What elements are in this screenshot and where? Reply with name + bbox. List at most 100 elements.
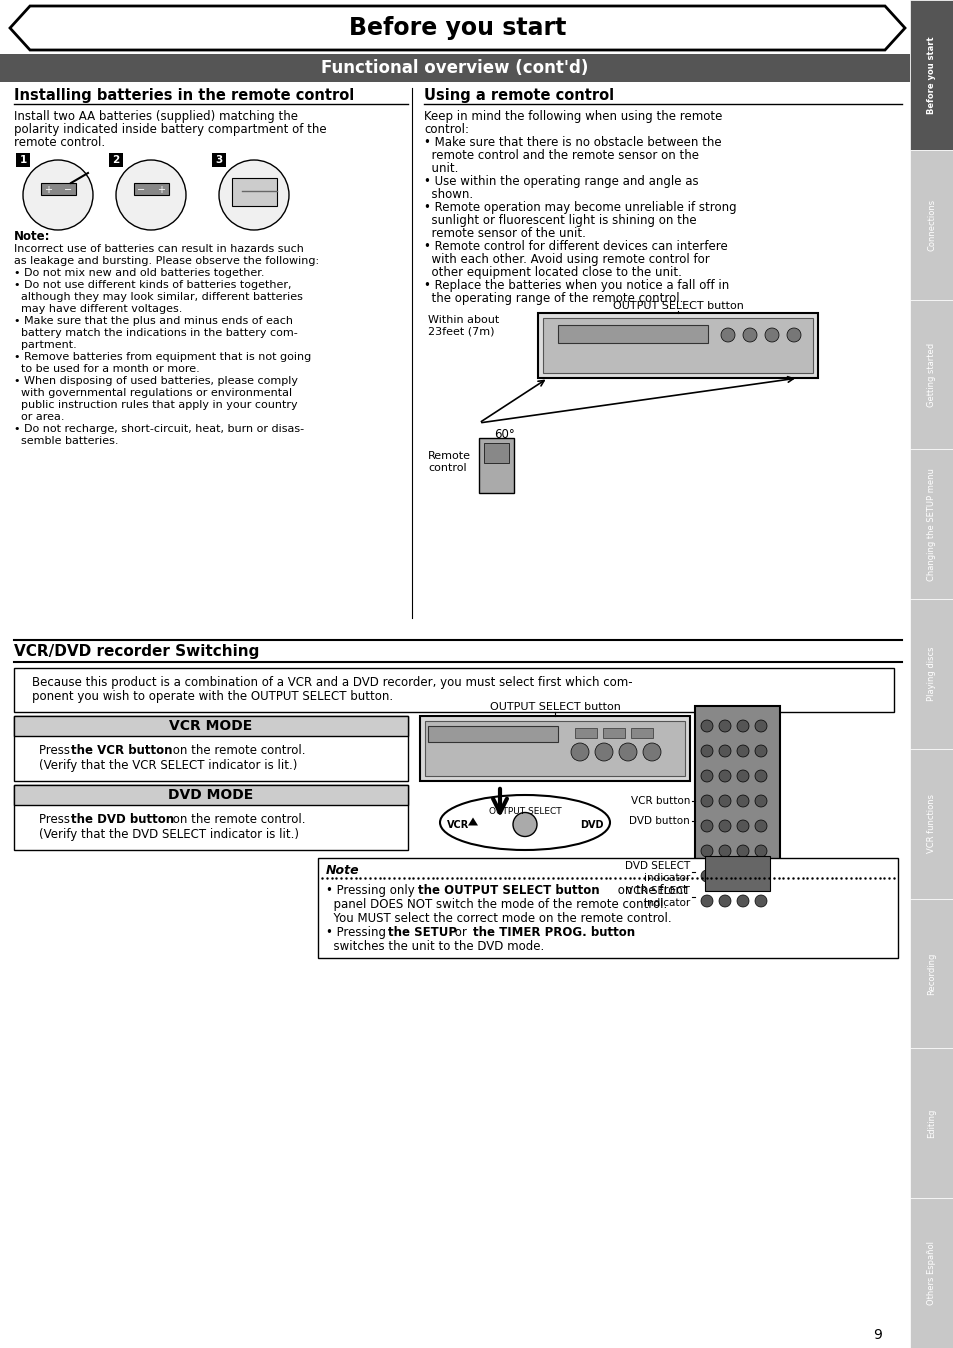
Text: DVD: DVD bbox=[579, 820, 603, 829]
Bar bbox=[704, 856, 769, 891]
Text: • Make sure that the plus and minus ends of each: • Make sure that the plus and minus ends… bbox=[14, 315, 293, 326]
Polygon shape bbox=[468, 817, 477, 825]
Text: • When disposing of used batteries, please comply: • When disposing of used batteries, plea… bbox=[14, 376, 297, 386]
Text: 2: 2 bbox=[112, 155, 119, 164]
Bar bbox=[695, 706, 780, 936]
Text: Connections: Connections bbox=[926, 198, 936, 251]
Circle shape bbox=[700, 820, 712, 832]
Bar bbox=[41, 183, 76, 195]
Bar bbox=[419, 716, 689, 780]
Text: shown.: shown. bbox=[423, 187, 473, 201]
Circle shape bbox=[737, 795, 748, 807]
Text: VCR functions: VCR functions bbox=[926, 794, 936, 853]
Text: on the front: on the front bbox=[614, 884, 687, 896]
Text: • Do not recharge, short-circuit, heat, burn or disas-: • Do not recharge, short-circuit, heat, … bbox=[14, 425, 304, 434]
Bar bbox=[428, 727, 558, 741]
Polygon shape bbox=[10, 5, 904, 50]
Circle shape bbox=[700, 745, 712, 758]
Text: with governmental regulations or environmental: with governmental regulations or environ… bbox=[14, 388, 292, 398]
Circle shape bbox=[719, 745, 730, 758]
Text: or area.: or area. bbox=[14, 412, 65, 422]
Bar bbox=[0, 54, 909, 82]
Text: VCR MODE: VCR MODE bbox=[170, 718, 253, 733]
Circle shape bbox=[737, 745, 748, 758]
Text: 9: 9 bbox=[873, 1328, 882, 1343]
Text: to be used for a month or more.: to be used for a month or more. bbox=[14, 364, 199, 373]
Text: −: − bbox=[64, 185, 72, 195]
Circle shape bbox=[737, 869, 748, 882]
Bar bbox=[424, 721, 684, 776]
Text: • Make sure that there is no obstacle between the: • Make sure that there is no obstacle be… bbox=[423, 136, 720, 150]
Text: +: + bbox=[44, 185, 52, 195]
Text: Editing: Editing bbox=[926, 1108, 936, 1138]
Text: Playing discs: Playing discs bbox=[926, 647, 936, 701]
Text: +: + bbox=[157, 185, 165, 195]
Text: as leakage and bursting. Please observe the following:: as leakage and bursting. Please observe … bbox=[14, 256, 319, 266]
Text: 1: 1 bbox=[19, 155, 27, 164]
Text: Getting started: Getting started bbox=[926, 342, 936, 407]
Text: You MUST select the correct mode on the remote control.: You MUST select the correct mode on the … bbox=[326, 913, 671, 925]
Bar bbox=[483, 443, 509, 462]
Text: VCR: VCR bbox=[446, 820, 469, 829]
Text: on the remote control.: on the remote control. bbox=[169, 744, 305, 758]
Text: VCR SELECT: VCR SELECT bbox=[625, 886, 689, 896]
Circle shape bbox=[737, 845, 748, 857]
Text: Functional overview (cont'd): Functional overview (cont'd) bbox=[321, 59, 588, 77]
Circle shape bbox=[116, 160, 186, 231]
Text: Using a remote control: Using a remote control bbox=[423, 88, 614, 102]
Text: Install two AA batteries (supplied) matching the: Install two AA batteries (supplied) matc… bbox=[14, 111, 297, 123]
Circle shape bbox=[719, 895, 730, 907]
Circle shape bbox=[737, 895, 748, 907]
Text: DVD MODE: DVD MODE bbox=[168, 789, 253, 802]
Text: remote control.: remote control. bbox=[14, 136, 105, 150]
Circle shape bbox=[754, 869, 766, 882]
Bar bbox=[909, 449, 953, 599]
Circle shape bbox=[700, 869, 712, 882]
Bar bbox=[909, 1049, 953, 1198]
Text: DVD SELECT: DVD SELECT bbox=[624, 861, 689, 871]
Circle shape bbox=[737, 770, 748, 782]
Text: remote sensor of the unit.: remote sensor of the unit. bbox=[423, 226, 585, 240]
Bar bbox=[558, 325, 707, 342]
Text: Within about: Within about bbox=[428, 315, 498, 325]
Circle shape bbox=[754, 745, 766, 758]
Circle shape bbox=[513, 813, 537, 837]
Bar bbox=[909, 899, 953, 1049]
Text: public instruction rules that apply in your country: public instruction rules that apply in y… bbox=[14, 400, 297, 410]
Text: although they may look similar, different batteries: although they may look similar, differen… bbox=[14, 293, 302, 302]
Text: • Remove batteries from equipment that is not going: • Remove batteries from equipment that i… bbox=[14, 352, 311, 363]
Circle shape bbox=[754, 770, 766, 782]
Text: on the remote control.: on the remote control. bbox=[169, 813, 305, 826]
Text: partment.: partment. bbox=[14, 340, 76, 350]
Circle shape bbox=[700, 770, 712, 782]
Text: Incorrect use of batteries can result in hazards such: Incorrect use of batteries can result in… bbox=[14, 244, 304, 253]
Text: • Do not mix new and old batteries together.: • Do not mix new and old batteries toget… bbox=[14, 268, 264, 278]
Text: Before you start: Before you start bbox=[926, 36, 936, 113]
Text: VCR/DVD recorder Switching: VCR/DVD recorder Switching bbox=[14, 644, 259, 659]
Text: or: or bbox=[451, 926, 470, 940]
Circle shape bbox=[754, 845, 766, 857]
Bar bbox=[542, 318, 812, 373]
Circle shape bbox=[754, 795, 766, 807]
Text: unit.: unit. bbox=[423, 162, 457, 175]
Text: polarity indicated inside battery compartment of the: polarity indicated inside battery compar… bbox=[14, 123, 326, 136]
Circle shape bbox=[719, 720, 730, 732]
Bar bbox=[537, 313, 817, 377]
Text: • Remote operation may become unreliable if strong: • Remote operation may become unreliable… bbox=[423, 201, 736, 214]
Text: remote control and the remote sensor on the: remote control and the remote sensor on … bbox=[423, 150, 699, 162]
Bar bbox=[317, 857, 897, 958]
Ellipse shape bbox=[439, 795, 609, 851]
Text: indicator: indicator bbox=[643, 898, 689, 909]
Text: VCR button: VCR button bbox=[630, 797, 689, 806]
Text: sunlight or fluorescent light is shining on the: sunlight or fluorescent light is shining… bbox=[423, 214, 696, 226]
Circle shape bbox=[737, 820, 748, 832]
Bar bbox=[909, 599, 953, 749]
Text: switches the unit to the DVD mode.: switches the unit to the DVD mode. bbox=[326, 940, 543, 953]
Circle shape bbox=[764, 328, 779, 342]
Text: Remote: Remote bbox=[428, 452, 471, 461]
Circle shape bbox=[571, 743, 588, 762]
Circle shape bbox=[700, 895, 712, 907]
Circle shape bbox=[737, 720, 748, 732]
Circle shape bbox=[719, 795, 730, 807]
Text: (Verify that the VCR SELECT indicator is lit.): (Verify that the VCR SELECT indicator is… bbox=[39, 759, 297, 772]
